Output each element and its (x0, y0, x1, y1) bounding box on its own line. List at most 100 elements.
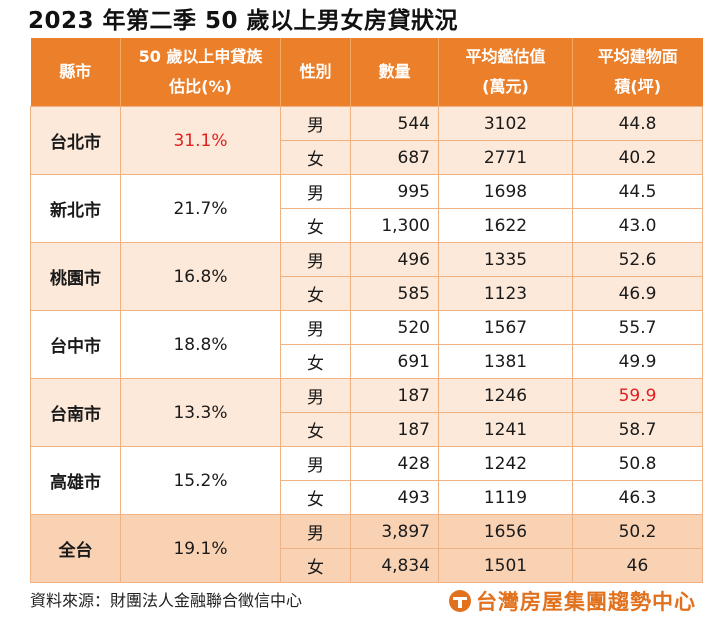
mortgage-table: 縣市 50 歲以上申貸族 估比(%) 性別 數量 平均鑑估值 (萬元) 平均建物… (30, 38, 703, 583)
count-cell: 687 (350, 140, 439, 175)
gender-cell: 男 (280, 242, 351, 277)
gender-cell: 女 (280, 140, 351, 175)
area-cell: 50.8 (572, 446, 703, 481)
brand-name: 台灣房屋集團趨勢中心 (476, 590, 696, 614)
header-value-line2: (萬元) (482, 77, 529, 96)
brand-house-icon (449, 590, 471, 612)
share-cell: 21.7% (120, 174, 281, 243)
value-cell: 1123 (438, 276, 573, 311)
count-cell: 187 (350, 412, 439, 447)
table-row: 桃園市 16.8% 男 496 1335 52.6 (30, 242, 703, 311)
area-cell: 52.6 (572, 242, 703, 277)
area-cell: 49.9 (572, 344, 703, 379)
area-cell: 46 (572, 548, 703, 583)
gender-cell: 男 (280, 174, 351, 209)
count-cell: 428 (350, 446, 439, 481)
value-cell: 1246 (438, 378, 573, 413)
city-cell: 高雄市 (30, 446, 121, 515)
value-cell: 3102 (438, 106, 573, 141)
value-cell: 1567 (438, 310, 573, 345)
count-cell: 187 (350, 378, 439, 413)
table-row: 女 1,300 1622 43.0 (31, 208, 703, 243)
table-row: 女 691 1381 49.9 (31, 344, 703, 379)
city-cell: 全台 (30, 514, 121, 583)
value-cell: 1119 (438, 480, 573, 515)
gender-cell: 女 (280, 412, 351, 447)
city-cell: 台南市 (30, 378, 121, 447)
area-cell: 46.3 (572, 480, 703, 515)
table-row: 高雄市 15.2% 男 428 1242 50.8 (30, 446, 703, 515)
header-value-line1: 平均鑑估值 (465, 47, 546, 66)
table-row: 全台 19.1% 男 3,897 1656 50.2 (30, 514, 703, 583)
area-cell: 44.5 (572, 174, 703, 209)
gender-cell: 女 (280, 548, 351, 583)
header-gender: 性別 (280, 38, 351, 107)
gender-cell: 女 (280, 480, 351, 515)
value-cell: 1698 (438, 174, 573, 209)
gender-cell: 女 (280, 276, 351, 311)
table-body: 台北市 31.1% 男 544 3102 44.8 女 687 2771 40.2 新北市 21.7%… (30, 106, 703, 583)
share-cell: 31.1% (120, 106, 281, 175)
table-row: 女 187 1241 58.7 (31, 412, 703, 447)
value-cell: 1622 (438, 208, 573, 243)
value-cell: 1501 (438, 548, 573, 583)
gender-cell: 女 (280, 208, 351, 243)
gender-cell: 男 (280, 378, 351, 413)
gender-cell: 男 (280, 514, 351, 549)
gender-cell: 男 (280, 446, 351, 481)
count-cell: 544 (350, 106, 439, 141)
area-cell: 40.2 (572, 140, 703, 175)
table-row: 女 687 2771 40.2 (31, 140, 703, 175)
city-cell: 台中市 (30, 310, 121, 379)
table-row: 台中市 18.8% 男 520 1567 55.7 (30, 310, 703, 379)
count-cell: 585 (350, 276, 439, 311)
value-cell: 1241 (438, 412, 573, 447)
count-cell: 995 (350, 174, 439, 209)
area-cell: 44.8 (572, 106, 703, 141)
city-cell: 新北市 (30, 174, 121, 243)
city-cell: 台北市 (30, 106, 121, 175)
value-cell: 1335 (438, 242, 573, 277)
table-row: 台南市 13.3% 男 187 1246 59.9 (30, 378, 703, 447)
share-cell: 16.8% (120, 242, 281, 311)
count-cell: 691 (350, 344, 439, 379)
brand-logo: 台灣房屋集團趨勢中心 (448, 586, 696, 616)
gender-cell: 男 (280, 106, 351, 141)
area-cell: 50.2 (572, 514, 703, 549)
count-cell: 496 (350, 242, 439, 277)
header-area-line2: 積(坪) (614, 77, 662, 96)
share-cell: 15.2% (120, 446, 281, 515)
table-row: 台北市 31.1% 男 544 3102 44.8 (30, 106, 703, 175)
share-cell: 19.1% (120, 514, 281, 583)
gender-cell: 男 (280, 310, 351, 345)
header-area-line1: 平均建物面 (597, 47, 678, 66)
header-share: 50 歲以上申貸族 估比(%) (120, 38, 281, 107)
header-area: 平均建物面 積(坪) (572, 38, 703, 107)
value-cell: 1381 (438, 344, 573, 379)
header-city: 縣市 (30, 38, 121, 107)
table-row: 新北市 21.7% 男 995 1698 44.5 (30, 174, 703, 243)
page-title: 2023 年第二季 50 歲以上男女房貸狀況 (28, 8, 459, 34)
header-share-line2: 估比(%) (169, 77, 232, 96)
count-cell: 3,897 (350, 514, 439, 549)
value-cell: 2771 (438, 140, 573, 175)
count-cell: 493 (350, 480, 439, 515)
value-cell: 1656 (438, 514, 573, 549)
area-cell: 58.7 (572, 412, 703, 447)
table-row: 女 493 1119 46.3 (31, 480, 703, 515)
count-cell: 1,300 (350, 208, 439, 243)
count-cell: 4,834 (350, 548, 439, 583)
share-cell: 13.3% (120, 378, 281, 447)
header-count: 數量 (350, 38, 439, 107)
area-cell: 46.9 (572, 276, 703, 311)
gender-cell: 女 (280, 344, 351, 379)
count-cell: 520 (350, 310, 439, 345)
table-row: 女 585 1123 46.9 (31, 276, 703, 311)
city-cell: 桃園市 (30, 242, 121, 311)
value-cell: 1242 (438, 446, 573, 481)
table-header-row: 縣市 50 歲以上申貸族 估比(%) 性別 數量 平均鑑估值 (萬元) 平均建物… (30, 38, 703, 107)
area-cell: 43.0 (572, 208, 703, 243)
source-note: 資料來源：財團法人金融聯合徵信中心 (30, 591, 303, 610)
header-share-line1: 50 歲以上申貸族 (138, 47, 263, 66)
area-cell: 59.9 (572, 378, 703, 413)
